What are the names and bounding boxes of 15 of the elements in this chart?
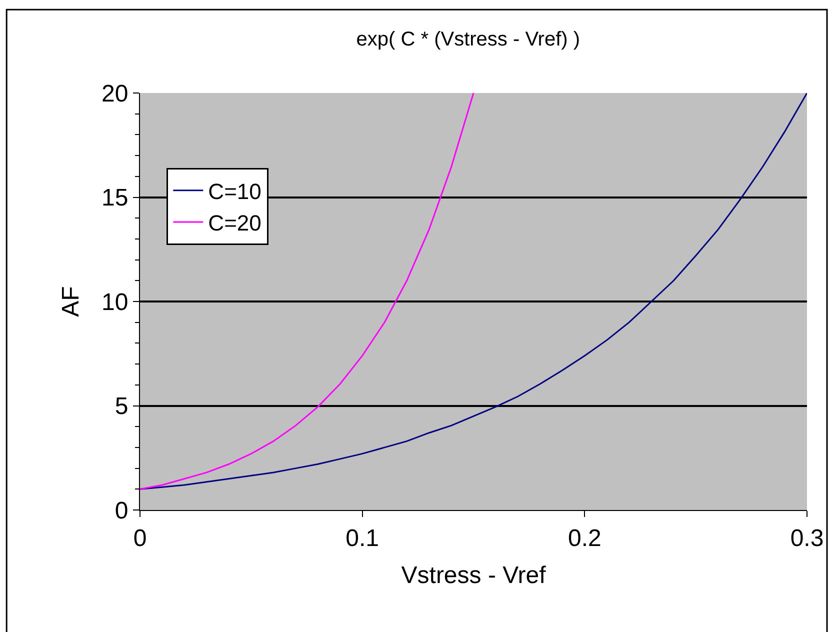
- x-tick-label: 0.1: [346, 524, 380, 552]
- legend-label: C=10: [208, 178, 262, 204]
- y-axis-title: AF: [58, 286, 85, 317]
- x-axis-title: Vstress - Vref: [401, 562, 546, 590]
- y-tick-label: 15: [101, 184, 128, 212]
- y-tick-label: 10: [101, 288, 128, 316]
- chart-title: exp( C * (Vstress - Vref) ): [356, 28, 580, 51]
- legend-label: C=20: [208, 210, 262, 236]
- y-tick-label: 20: [101, 80, 128, 108]
- y-tick-label: 5: [114, 393, 128, 420]
- y-tick-label: 0: [114, 497, 128, 524]
- x-tick-label: 0.2: [568, 524, 602, 552]
- line-series: [140, 93, 474, 490]
- x-tick-label: 0.3: [790, 524, 824, 552]
- x-tick-label: 0: [133, 524, 147, 552]
